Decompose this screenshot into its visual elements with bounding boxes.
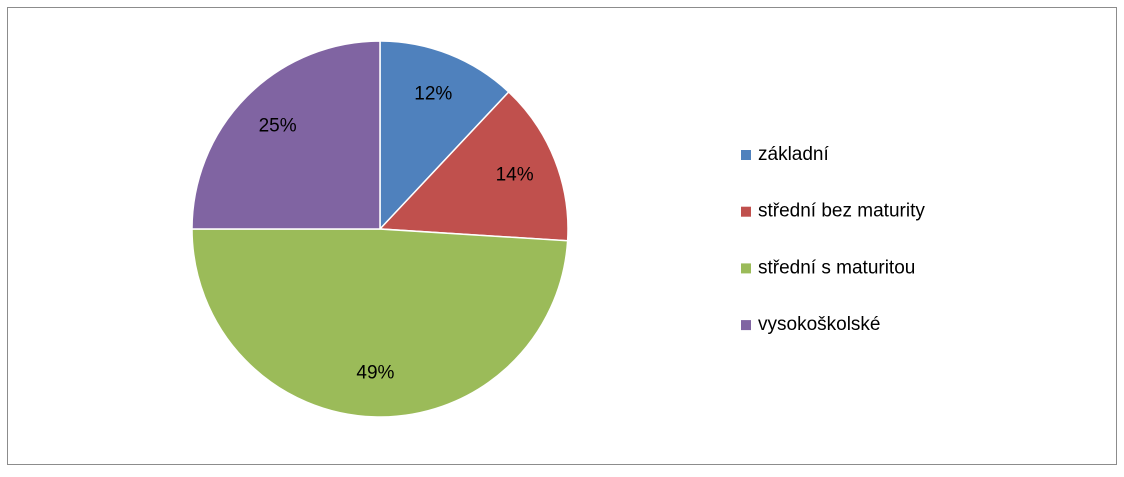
legend-swatch xyxy=(741,150,751,160)
data-label: 14% xyxy=(496,165,534,186)
legend-swatch xyxy=(741,320,751,331)
data-label: 49% xyxy=(356,363,394,384)
data-label: 12% xyxy=(414,83,452,104)
pie-slice xyxy=(191,228,569,418)
legend-label: základní xyxy=(758,144,829,165)
legend-label: střední s maturitou xyxy=(758,257,915,278)
data-label: 25% xyxy=(259,116,297,137)
pie-slice xyxy=(191,40,381,230)
pie-slice xyxy=(379,40,510,231)
legend-label: střední bez maturity xyxy=(758,201,925,222)
pie-slice xyxy=(378,90,569,242)
legend-swatch xyxy=(741,263,751,274)
legend-label: vysokoškolské xyxy=(758,314,881,335)
legend-swatch xyxy=(741,206,751,217)
